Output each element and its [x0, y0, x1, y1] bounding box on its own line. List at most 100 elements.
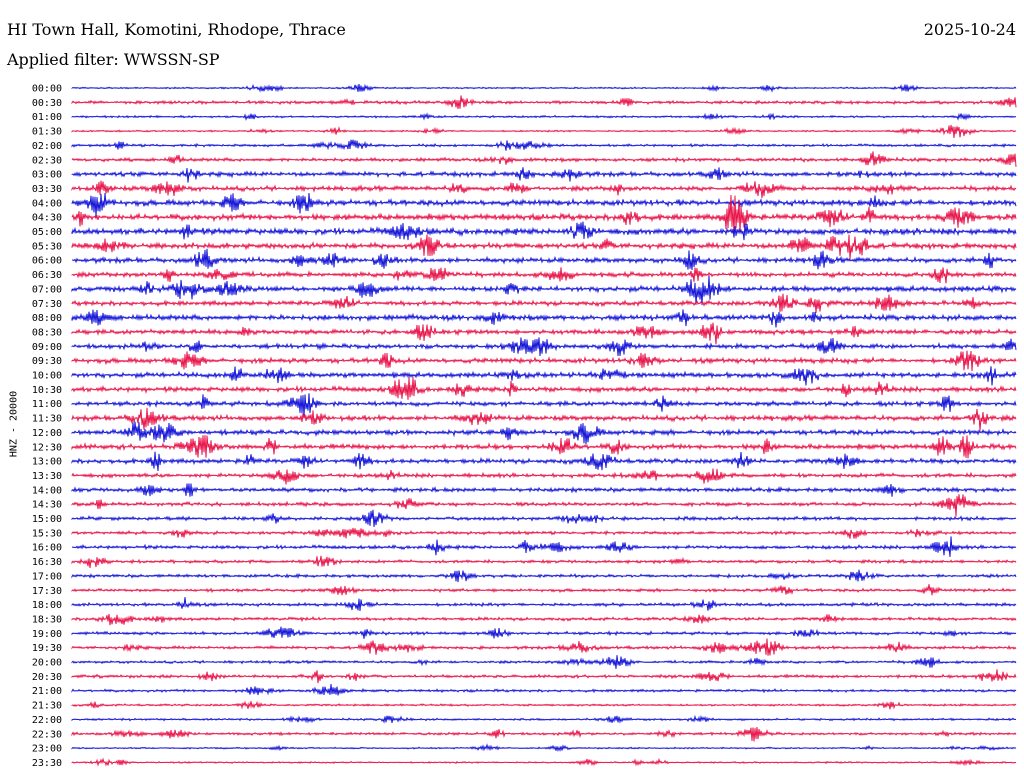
time-tick-labels: 00:00 00:30 01:00 01:30 02:00 02:30 03:00 03:30… [32, 84, 62, 769]
time-tick-label: 21:00 [32, 686, 62, 697]
trace-line [71, 293, 1017, 313]
trace-line [71, 275, 1017, 306]
time-tick-label: 02:30 [32, 155, 62, 166]
time-tick-label: 23:30 [32, 758, 62, 769]
time-tick-label: 12:30 [32, 442, 62, 453]
time-tick-label: 01:00 [32, 112, 62, 123]
trace-line [71, 743, 1017, 753]
trace-line [71, 267, 1017, 284]
time-tick-label: 04:00 [32, 198, 62, 209]
time-tick-label: 03:00 [32, 170, 62, 181]
time-tick-label: 00:30 [32, 98, 62, 109]
time-tick-label: 00:00 [32, 84, 62, 95]
trace-line [71, 194, 1017, 236]
time-tick-label: 08:00 [32, 313, 62, 324]
trace-line [71, 124, 1017, 139]
trace-line [71, 180, 1017, 199]
time-tick-label: 16:00 [32, 543, 62, 554]
time-tick-label: 18:00 [32, 600, 62, 611]
time-tick-label: 05:00 [32, 227, 62, 238]
plot-date: 2025-10-24 [923, 20, 1016, 39]
trace-line [71, 248, 1017, 270]
time-tick-label: 14:30 [32, 500, 62, 511]
trace-line [71, 757, 1017, 767]
trace-line [71, 613, 1017, 626]
time-tick-label: 17:00 [32, 571, 62, 582]
time-tick-label: 02:00 [32, 141, 62, 152]
time-tick-label: 06:00 [32, 256, 62, 267]
trace-line [71, 83, 1017, 93]
trace-line [71, 536, 1017, 557]
time-tick-label: 13:00 [32, 457, 62, 468]
time-tick-label: 20:30 [32, 672, 62, 683]
time-tick-label: 11:30 [32, 414, 62, 425]
trace-line [71, 509, 1017, 527]
time-tick-label: 18:30 [32, 614, 62, 625]
time-tick-label: 07:00 [32, 284, 62, 295]
time-tick-label: 14:00 [32, 485, 62, 496]
time-tick-label: 12:00 [32, 428, 62, 439]
time-tick-label: 19:00 [32, 629, 62, 640]
time-tick-label: 15:30 [32, 528, 62, 539]
trace-line [71, 638, 1017, 656]
time-tick-label: 13:30 [32, 471, 62, 482]
trace-line [71, 167, 1017, 183]
trace-line [71, 483, 1017, 497]
time-tick-label: 09:00 [32, 342, 62, 353]
trace-line [71, 95, 1017, 109]
trace-line [71, 555, 1017, 569]
time-tick-label: 20:00 [32, 658, 62, 669]
trace-line [71, 669, 1017, 684]
time-tick-label: 04:30 [32, 213, 62, 224]
time-tick-label: 22:00 [32, 715, 62, 726]
filter-label: Applied filter: WWSSN-SP [7, 50, 220, 69]
time-tick-label: 11:00 [32, 399, 62, 410]
trace-line [71, 527, 1017, 539]
time-tick-label: 15:00 [32, 514, 62, 525]
trace-line [71, 494, 1017, 517]
trace-line [71, 714, 1017, 724]
trace-line [71, 435, 1017, 459]
trace-line [71, 192, 1017, 217]
trace-line [71, 727, 1017, 742]
time-tick-label: 07:30 [32, 299, 62, 310]
trace-line [71, 626, 1017, 639]
time-tick-label: 06:30 [32, 270, 62, 281]
trace-line [71, 655, 1017, 669]
trace-line [71, 421, 1017, 445]
trace-line [71, 112, 1017, 121]
trace-line [71, 451, 1017, 472]
time-tick-label: 09:30 [32, 356, 62, 367]
trace-line [71, 584, 1017, 596]
seismic-traces [71, 83, 1017, 767]
trace-line [71, 407, 1017, 431]
time-tick-label: 03:30 [32, 184, 62, 195]
trace-line [71, 350, 1017, 372]
trace-line [71, 700, 1017, 710]
trace-line [71, 337, 1017, 357]
trace-line [71, 322, 1017, 345]
trace-line [71, 366, 1017, 386]
time-tick-label: 21:30 [32, 701, 62, 712]
time-tick-label: 08:30 [32, 327, 62, 338]
time-tick-label: 17:30 [32, 586, 62, 597]
time-tick-label: 10:30 [32, 385, 62, 396]
time-tick-label: 19:30 [32, 643, 62, 654]
trace-line [71, 468, 1017, 485]
trace-line [71, 377, 1017, 400]
trace-line [71, 139, 1017, 151]
time-tick-label: 22:30 [32, 729, 62, 740]
trace-line [71, 683, 1017, 696]
trace-line [71, 569, 1017, 583]
time-tick-label: 23:00 [32, 744, 62, 755]
trace-line [71, 234, 1017, 260]
time-tick-label: 16:30 [32, 557, 62, 568]
station-title: HI Town Hall, Komotini, Rhodope, Thrace [7, 20, 346, 39]
trace-line [71, 151, 1017, 167]
trace-line [71, 597, 1017, 612]
time-tick-label: 05:30 [32, 241, 62, 252]
time-tick-label: 01:30 [32, 127, 62, 138]
trace-line [71, 309, 1017, 328]
trace-line [71, 393, 1017, 418]
